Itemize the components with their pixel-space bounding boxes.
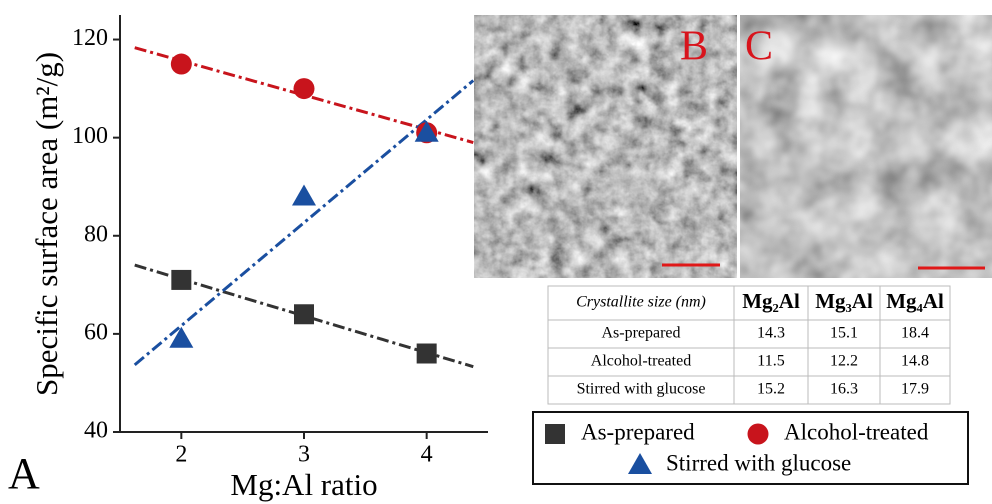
legend-marker <box>545 424 565 444</box>
x-tick-label: 2 <box>175 442 187 468</box>
table-header: Mg₂Al <box>742 289 800 313</box>
sem-image <box>740 15 992 278</box>
marker <box>414 120 439 142</box>
table-cell: 18.4 <box>901 325 929 342</box>
panel-label: A <box>8 449 40 498</box>
table-cell: As-prepared <box>601 325 680 342</box>
marker <box>416 343 437 364</box>
table-cell: Stirred with glucose <box>577 381 706 398</box>
y-tick-label: 100 <box>72 123 108 149</box>
x-axis-label: Mg:Al ratio <box>230 467 377 502</box>
trend-line <box>133 79 475 367</box>
table-cell: 15.1 <box>830 325 858 342</box>
table-cell: 16.3 <box>830 381 858 398</box>
legend-marker <box>628 453 652 474</box>
table-header: Crystallite size (nm) <box>576 294 706 311</box>
y-tick-label: 80 <box>84 221 108 247</box>
x-tick-label: 4 <box>421 442 433 468</box>
marker <box>169 326 194 348</box>
table-cell: 14.8 <box>901 353 929 370</box>
table-cell: 11.5 <box>757 353 784 370</box>
legend-marker <box>747 423 769 445</box>
table-cell: 14.3 <box>757 325 785 342</box>
table-cell: Alcohol-treated <box>591 353 691 370</box>
table-cell: 12.2 <box>830 353 858 370</box>
marker <box>293 78 315 100</box>
table-cell: 17.9 <box>901 381 929 398</box>
table-grid <box>547 285 951 405</box>
legend-label: As-prepared <box>581 419 695 444</box>
y-tick-label: 40 <box>84 418 108 444</box>
table-cell: 15.2 <box>757 381 785 398</box>
table-header: Mg₃Al <box>815 289 873 313</box>
marker <box>171 269 192 290</box>
x-tick-label: 3 <box>298 442 310 468</box>
table-header: Mg₄Al <box>886 289 944 313</box>
y-tick-label: 60 <box>84 319 108 345</box>
marker <box>170 53 192 75</box>
y-tick-label: 120 <box>72 25 108 51</box>
sem-image <box>474 15 737 278</box>
legend-label: Stirred with glucose <box>666 450 851 475</box>
marker <box>292 184 316 206</box>
image-label: C <box>745 24 773 70</box>
image-label: B <box>680 24 708 70</box>
legend-label: Alcohol-treated <box>784 419 929 444</box>
legend-box <box>532 411 969 485</box>
y-axis-label: Specific surface area (m²/g) <box>29 52 64 396</box>
marker <box>294 304 314 325</box>
